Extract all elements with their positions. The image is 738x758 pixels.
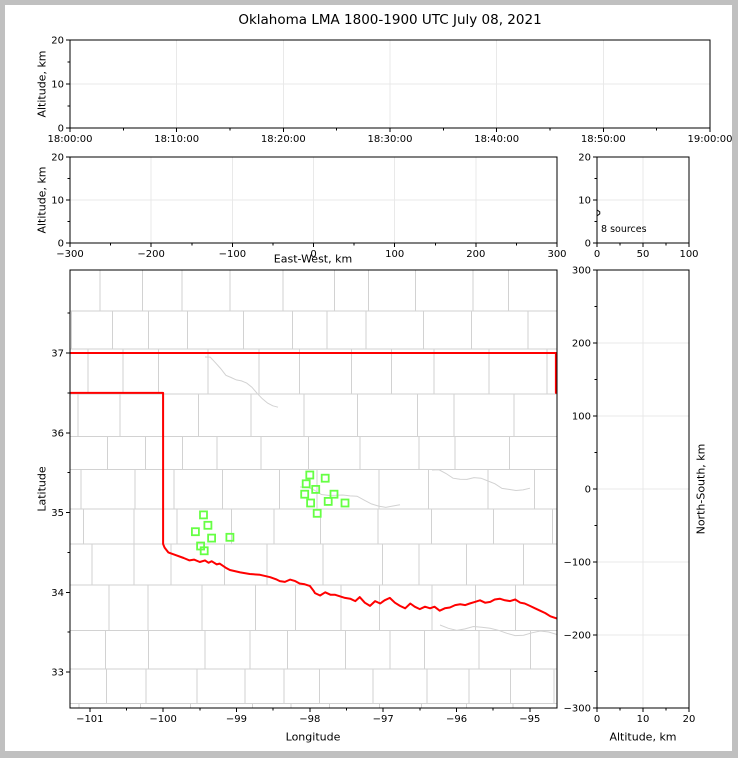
svg-text:18:00:00: 18:00:00	[48, 134, 93, 145]
svg-text:−100: −100	[564, 558, 591, 569]
svg-text:18:10:00: 18:10:00	[154, 134, 199, 145]
svg-text:100: 100	[679, 249, 698, 260]
svg-text:18:50:00: 18:50:00	[581, 134, 626, 145]
northsouth-panel-xlabel: Altitude, km	[609, 730, 677, 744]
svg-text:10: 10	[51, 80, 64, 91]
svg-text:37: 37	[51, 348, 64, 359]
svg-text:0: 0	[594, 714, 600, 725]
time-panel-ylabel: Altitude, km	[35, 50, 49, 118]
svg-text:0: 0	[594, 249, 600, 260]
svg-text:10: 10	[578, 196, 591, 207]
figure-background	[5, 5, 732, 751]
sources-count-annotation: 8 sources	[601, 224, 647, 235]
svg-text:−95: −95	[519, 714, 540, 725]
svg-text:−100: −100	[149, 714, 176, 725]
svg-text:0: 0	[585, 239, 591, 250]
svg-text:−98: −98	[299, 714, 320, 725]
svg-text:−101: −101	[76, 714, 103, 725]
svg-text:0: 0	[310, 249, 316, 260]
page-title: Oklahoma LMA 1800-1900 UTC July 08, 2021	[238, 12, 542, 28]
northsouth-panel-ylabel: North-South, km	[694, 443, 708, 535]
svg-text:−97: −97	[373, 714, 394, 725]
svg-text:−100: −100	[219, 249, 246, 260]
svg-text:36: 36	[51, 428, 64, 439]
svg-text:18:30:00: 18:30:00	[368, 134, 413, 145]
svg-text:20: 20	[51, 153, 64, 164]
svg-text:10: 10	[637, 714, 650, 725]
svg-text:18:20:00: 18:20:00	[261, 134, 306, 145]
svg-text:−300: −300	[564, 704, 591, 715]
svg-text:−96: −96	[446, 714, 467, 725]
svg-text:0: 0	[58, 124, 64, 135]
svg-text:0: 0	[585, 485, 591, 496]
svg-text:100: 100	[385, 249, 404, 260]
eastwest-panel-ylabel: Altitude, km	[35, 166, 49, 234]
svg-text:20: 20	[51, 36, 64, 47]
svg-text:0: 0	[58, 239, 64, 250]
svg-text:35: 35	[51, 508, 64, 519]
svg-text:200: 200	[466, 249, 485, 260]
svg-text:50: 50	[637, 249, 650, 260]
svg-text:20: 20	[683, 714, 696, 725]
svg-text:200: 200	[572, 339, 591, 350]
svg-text:10: 10	[51, 196, 64, 207]
eastwest-panel-xlabel: East-West, km	[273, 252, 353, 266]
svg-text:33: 33	[51, 668, 64, 679]
svg-text:−200: −200	[564, 631, 591, 642]
svg-text:34: 34	[51, 588, 64, 599]
svg-text:300: 300	[572, 266, 591, 277]
svg-text:−300: −300	[56, 249, 83, 260]
svg-text:300: 300	[547, 249, 566, 260]
svg-text:100: 100	[572, 412, 591, 423]
svg-text:19:00:00: 19:00:00	[688, 134, 733, 145]
svg-text:20: 20	[578, 153, 591, 164]
svg-text:−200: −200	[137, 249, 164, 260]
svg-text:18:40:00: 18:40:00	[474, 134, 519, 145]
svg-text:−99: −99	[226, 714, 247, 725]
map-ylabel: Latitude	[35, 466, 49, 512]
map-xlabel: Longitude	[285, 730, 341, 744]
